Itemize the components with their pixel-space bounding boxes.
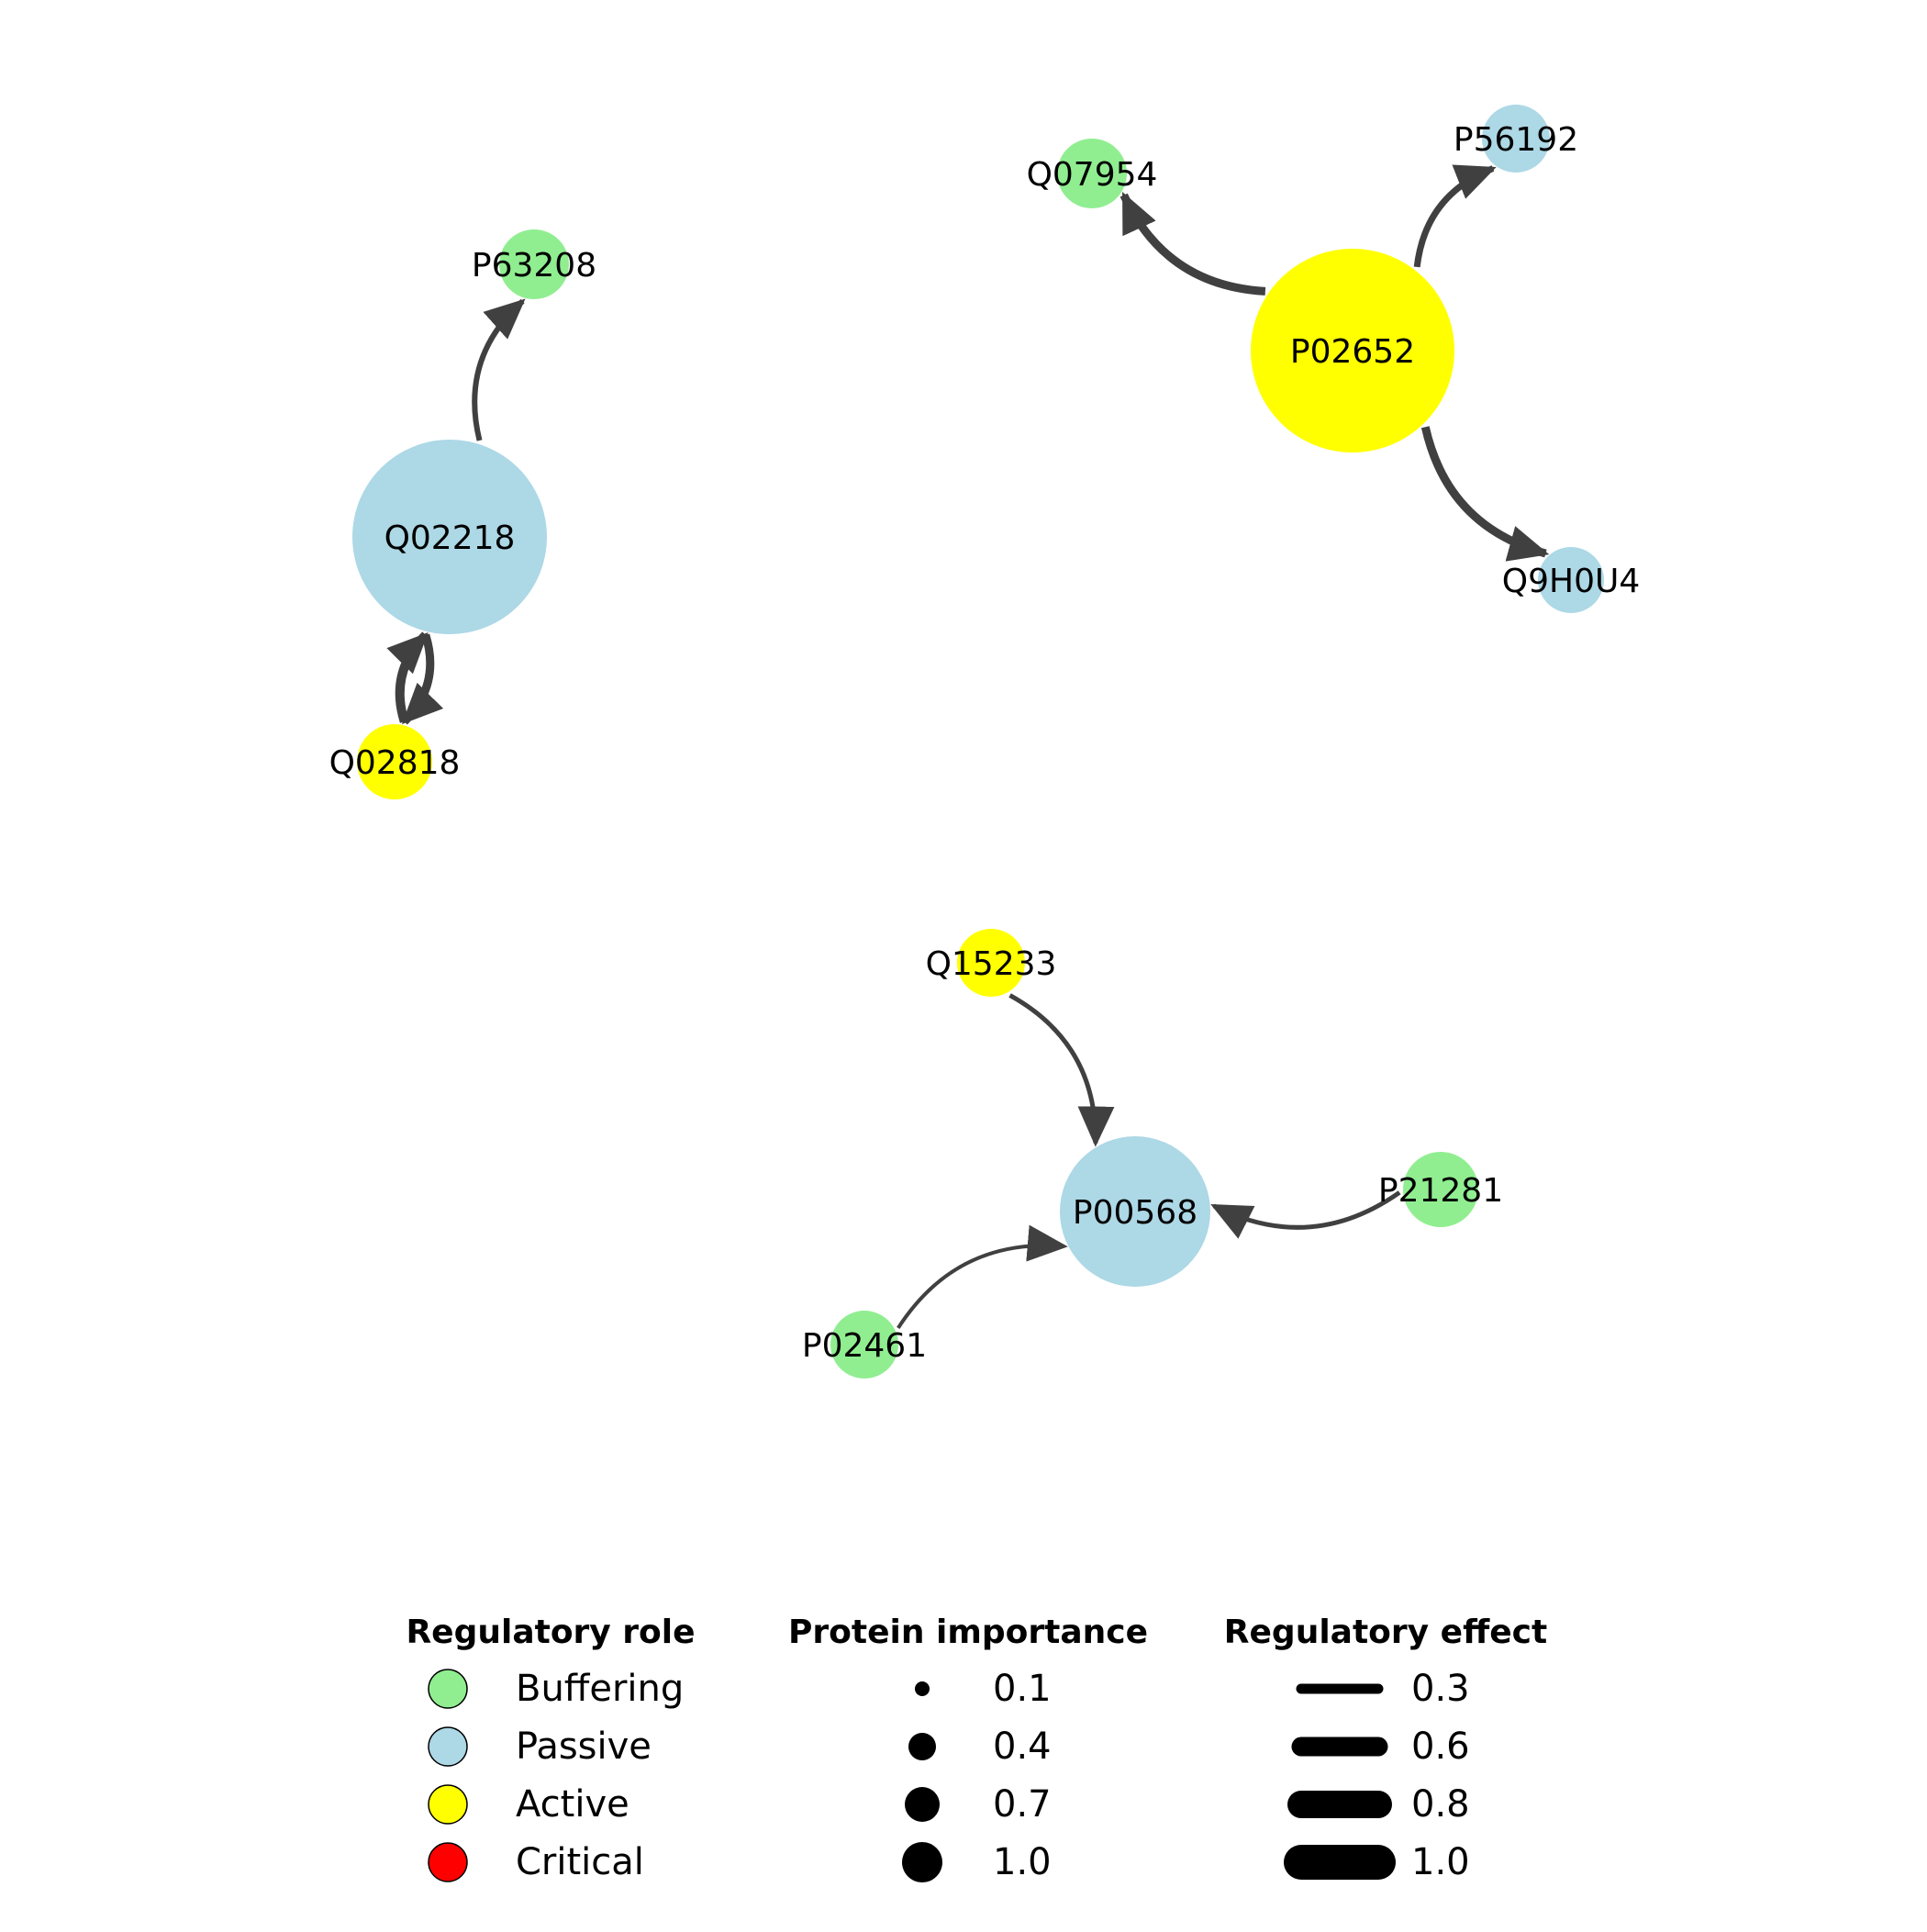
legend-importance-marker-0.7	[905, 1787, 940, 1822]
node-label-Q15233: Q15233	[926, 945, 1057, 983]
node-label-Q9H0U4: Q9H0U4	[1502, 563, 1640, 600]
edge-Q15233-to-P00568	[1008, 993, 1115, 1147]
legend-role-label-critical: Critical	[516, 1841, 644, 1883]
node-label-P00568: P00568	[1073, 1194, 1197, 1232]
legend-role-swatch-passive	[428, 1726, 468, 1767]
legend-role-swatch-buffering	[428, 1669, 468, 1709]
legend-role-swatch-active	[428, 1784, 468, 1825]
legend-effect-label-1.0: 1.0	[1411, 1841, 1470, 1883]
node-P00568[interactable]	[1060, 1136, 1210, 1287]
legend-role-label-active: Active	[516, 1783, 629, 1826]
legend-importance-title: Protein importance	[788, 1614, 1148, 1651]
node-P21281[interactable]	[1403, 1152, 1478, 1227]
legend: Regulatory role Buffering Passive Active…	[406, 1614, 1547, 1883]
node-P56192[interactable]	[1482, 105, 1550, 173]
node-P02461[interactable]	[830, 1311, 898, 1379]
node-Q15233[interactable]	[957, 929, 1025, 997]
edge-P02461-to-P00568	[897, 1224, 1068, 1329]
node-label-P02461: P02461	[802, 1327, 927, 1365]
legend-role-label-buffering: Buffering	[516, 1668, 684, 1710]
edge-P02652-to-P56192	[1413, 164, 1497, 268]
node-label-Q02218: Q02218	[384, 519, 516, 557]
legend-importance-label-1.0: 1.0	[993, 1841, 1052, 1883]
legend-effect-label-0.8: 0.8	[1411, 1783, 1470, 1826]
legend-effect-label-0.3: 0.3	[1411, 1668, 1470, 1710]
legend-role-swatch-critical	[428, 1842, 468, 1882]
legend-role-title: Regulatory role	[406, 1614, 695, 1651]
edge-P21281-to-P00568	[1210, 1190, 1401, 1239]
node-label-P63208: P63208	[472, 247, 596, 285]
nodes-layer	[352, 105, 1604, 1379]
node-Q07954[interactable]	[1057, 139, 1127, 208]
edge-Q02218-to-P63208	[472, 298, 526, 441]
edge-Q02818-to-Q02218	[386, 631, 429, 723]
node-Q02818[interactable]	[357, 724, 432, 799]
node-label-Q07954: Q07954	[1027, 156, 1158, 194]
legend-importance-marker-1.0	[902, 1842, 942, 1882]
legend-importance-marker-0.4	[908, 1733, 936, 1760]
legend-effect-label-0.6: 0.6	[1411, 1725, 1470, 1768]
edge-Q02218-to-Q02818	[401, 633, 444, 725]
node-label-P02652: P02652	[1290, 333, 1415, 371]
node-label-P56192: P56192	[1454, 121, 1578, 159]
legend-importance-label-0.7: 0.7	[993, 1783, 1052, 1826]
legend-effect-title: Regulatory effect	[1224, 1614, 1547, 1651]
legend-importance-label-0.4: 0.4	[993, 1725, 1052, 1768]
edge-P02652-to-Q9H0U4	[1420, 426, 1550, 562]
node-Q9H0U4[interactable]	[1538, 547, 1604, 613]
legend-importance-marker-0.1	[915, 1681, 930, 1696]
edges-layer	[386, 164, 1550, 1329]
node-label-P21281: P21281	[1378, 1172, 1503, 1210]
node-P63208[interactable]	[499, 229, 569, 299]
node-Q02218[interactable]	[352, 440, 547, 634]
node-label-Q02818: Q02818	[329, 744, 461, 782]
edge-P02652-to-Q07954	[1119, 191, 1266, 296]
labels-layer: Q02218 P63208 Q02818 P02652 Q07954 P56192 Q9H0…	[329, 121, 1641, 1365]
node-P02652[interactable]	[1251, 249, 1454, 452]
legend-role-label-passive: Passive	[516, 1725, 652, 1768]
legend-importance-label-0.1: 0.1	[993, 1668, 1052, 1710]
